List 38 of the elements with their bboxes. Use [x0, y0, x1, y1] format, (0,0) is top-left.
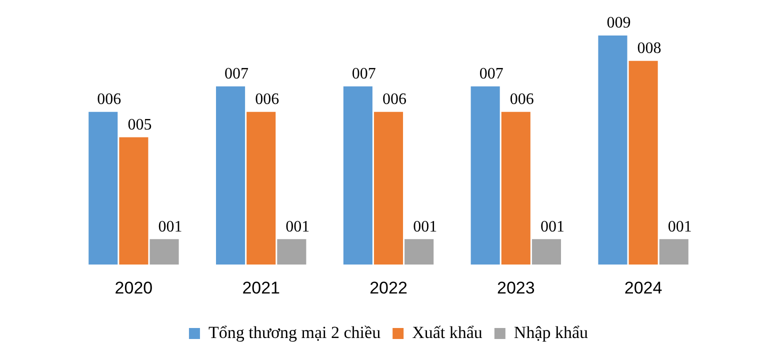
- data-label: 008: [637, 40, 662, 58]
- x-tick-label: 2020: [114, 278, 153, 298]
- bar: [88, 112, 118, 265]
- data-label: 001: [413, 218, 438, 236]
- bar: [628, 60, 658, 265]
- data-label: 007: [224, 66, 249, 83]
- bar: [598, 35, 628, 265]
- data-label: 005: [128, 116, 152, 134]
- data-label: 001: [668, 218, 692, 236]
- bar: [470, 86, 500, 265]
- data-label: 006: [97, 91, 122, 108]
- bar: [659, 239, 688, 265]
- x-tick-label: 2022: [370, 278, 408, 298]
- bar: [216, 86, 246, 265]
- bar: [277, 239, 306, 265]
- data-label: 001: [540, 218, 564, 236]
- bar: [343, 86, 372, 265]
- data-label: 006: [510, 91, 534, 108]
- legend-label: Tổng thương mại 2 chiều: [208, 322, 382, 342]
- data-label: 001: [158, 218, 182, 236]
- data-label: 007: [352, 66, 376, 83]
- bar: [501, 112, 530, 265]
- legend-label: Nhập khẩu: [514, 322, 589, 342]
- data-label: 009: [606, 14, 631, 32]
- legend-label: Xuất khẩu: [412, 322, 483, 342]
- bar: [119, 137, 148, 265]
- x-tick-label: 2023: [496, 278, 535, 298]
- data-label: 007: [479, 66, 504, 83]
- bar: [374, 112, 404, 265]
- bar: [246, 112, 276, 265]
- data-label: 001: [286, 218, 310, 236]
- bar: [150, 239, 179, 265]
- x-tick-label: 2024: [624, 278, 662, 298]
- x-tick-label: 2021: [242, 278, 280, 298]
- bar: [532, 239, 561, 265]
- data-label: 006: [255, 91, 280, 108]
- data-label: 006: [382, 91, 406, 108]
- bar: [404, 239, 434, 265]
